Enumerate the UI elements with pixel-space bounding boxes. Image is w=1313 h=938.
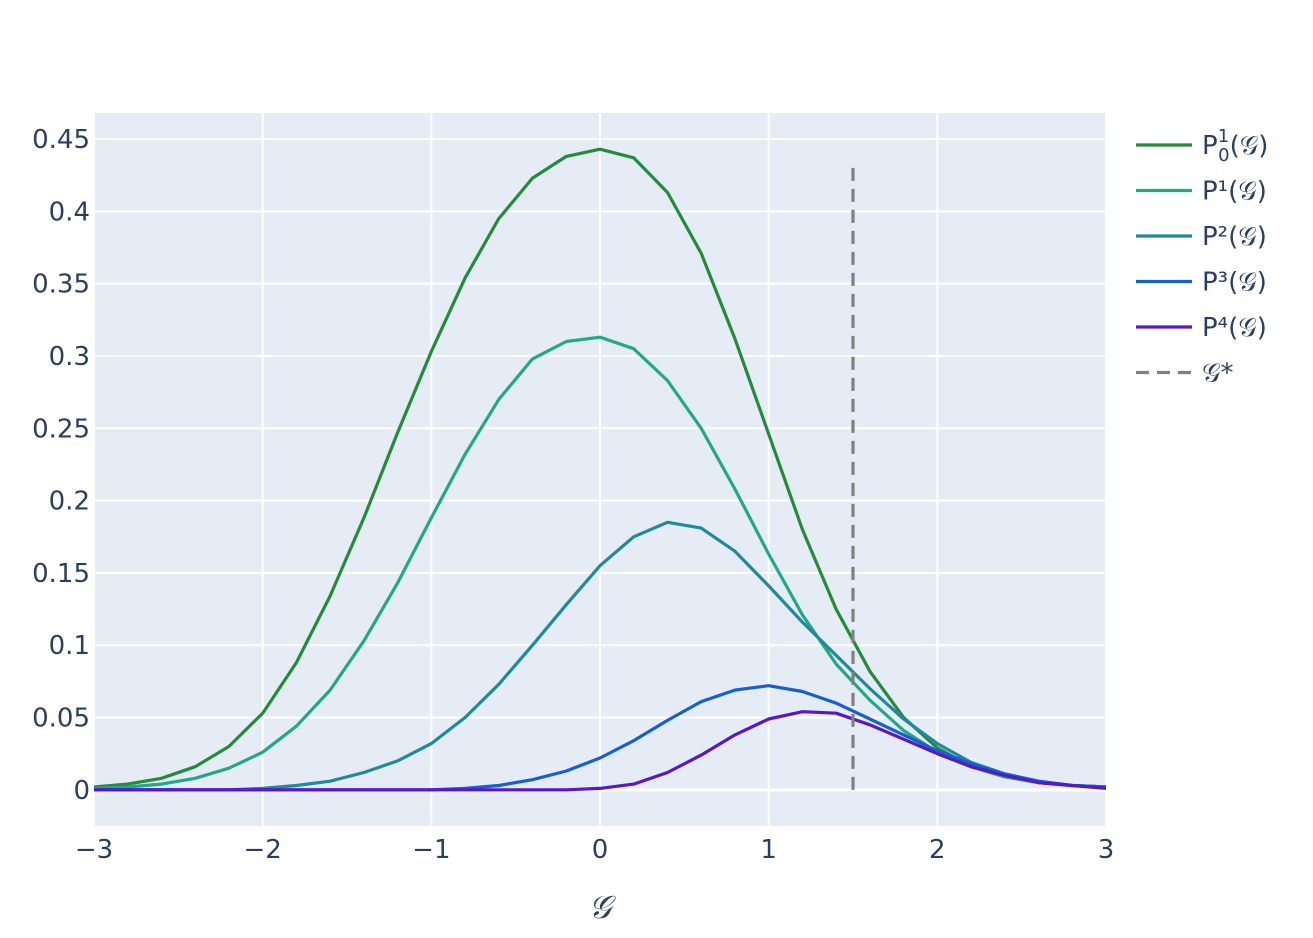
legend-label: 𝒢* [1202,359,1234,389]
legend-label: P¹(𝒢) [1202,177,1267,207]
y-tick-label: 0.2 [49,487,90,517]
y-tick-label: 0.3 [49,342,90,372]
series-layer [93,147,1107,792]
y-tick-label: 0 [73,776,90,806]
x-tick-label: −3 [75,835,113,865]
legend: P1 0(𝒢) P¹(𝒢) P²(𝒢) P³(𝒢) P⁴(𝒢) 𝒢* [1136,126,1268,389]
x-tick-label: 3 [1098,835,1115,865]
y-tick-label: 0.45 [32,125,90,155]
y-tick-label: 0.15 [32,559,90,589]
y-axis-ticks: 0 0.05 0.1 0.15 0.2 0.25 0.3 0.35 0.4 0.45 [32,125,90,806]
legend-label: P³(𝒢) [1202,268,1267,298]
y-tick-label: 0.35 [32,270,90,300]
x-tick-label: 2 [929,835,946,865]
x-axis-ticks: −3 −2 −1 0 1 2 3 [75,835,1114,865]
x-tick-label: −2 [244,835,282,865]
legend-label: P²(𝒢) [1202,222,1267,252]
x-tick-label: 0 [592,835,609,865]
x-tick-label: 1 [760,835,777,865]
y-tick-label: 0.25 [32,414,90,444]
series-line-1 [93,147,1107,789]
x-axis-title: 𝒢 [589,888,617,926]
x-tick-label: −1 [412,835,450,865]
y-tick-label: 0.1 [49,631,90,661]
legend-label: P1 0(𝒢) [1202,126,1268,166]
series-line-5 [94,710,1107,792]
legend-label: P⁴(𝒢) [1202,313,1267,343]
y-tick-label: 0.05 [32,704,90,734]
y-tick-label: 0.4 [49,197,90,227]
